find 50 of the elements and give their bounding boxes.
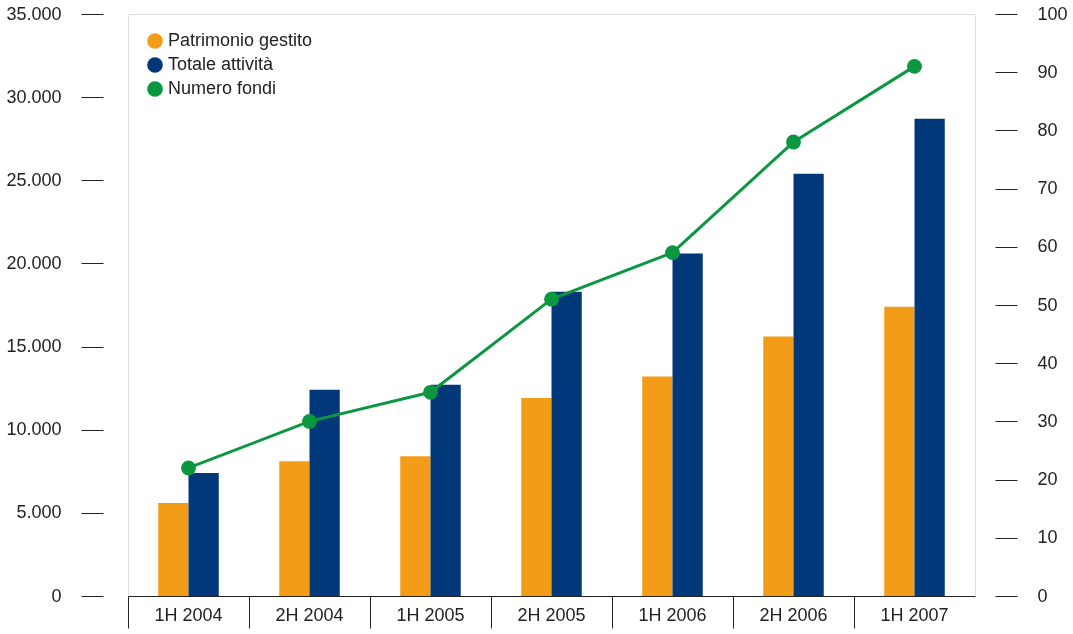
bar (400, 456, 431, 596)
legend-label: Numero fondi (168, 78, 277, 98)
bar (884, 306, 915, 596)
point (907, 58, 922, 74)
y-tick-label: 30.000 (6, 86, 62, 107)
x-tick-label: 1H 2004 (154, 604, 223, 625)
y2-tick-label: 60 (1037, 236, 1058, 257)
y-tick-label: 35.000 (6, 3, 62, 24)
y-tick-label: 0 (51, 585, 62, 606)
y2-tick-label: 20 (1037, 469, 1058, 490)
y-tick-label: 15.000 (6, 336, 62, 357)
bar (279, 461, 310, 596)
x-tick-label: 2H 2006 (759, 604, 828, 625)
bar (188, 472, 219, 596)
legend-label: Totale attività (168, 54, 275, 74)
point (302, 414, 317, 429)
y2-tick-label: 0 (1037, 585, 1048, 606)
bar (793, 173, 824, 596)
bar (309, 389, 340, 596)
bar (430, 384, 461, 596)
y2-tick-label: 50 (1037, 294, 1058, 315)
x-tick-label: 1H 2006 (638, 604, 707, 625)
point (181, 460, 196, 476)
point (786, 134, 801, 150)
bar (672, 253, 703, 596)
bar (158, 502, 189, 596)
y2-tick-label: 70 (1037, 178, 1058, 199)
y2-tick-label: 10 (1037, 527, 1058, 548)
y2-tick-label: 100 (1037, 3, 1068, 24)
y-tick-label: 10.000 (6, 419, 62, 440)
point (665, 245, 680, 261)
legend-label: Patrimonio gestito (168, 30, 313, 50)
x-tick-label: 1H 2005 (396, 604, 465, 625)
bar (551, 291, 582, 596)
point (544, 291, 559, 307)
x-tick-label: 2H 2005 (517, 604, 586, 625)
y2-tick-label: 90 (1037, 61, 1058, 82)
y2-tick-label: 40 (1037, 352, 1058, 373)
x-tick-label: 2H 2004 (275, 604, 344, 625)
bar (521, 398, 552, 596)
point (423, 384, 438, 400)
bar (914, 118, 945, 596)
bar (642, 376, 673, 596)
x-tick-label: 1H 2007 (880, 604, 949, 625)
y-tick-label: 5.000 (16, 502, 62, 523)
y-tick-label: 20.000 (6, 252, 62, 273)
y2-tick-label: 80 (1037, 119, 1058, 140)
bar (763, 336, 794, 596)
y-tick-label: 25.000 (6, 169, 62, 190)
y2-tick-label: 30 (1037, 410, 1058, 431)
